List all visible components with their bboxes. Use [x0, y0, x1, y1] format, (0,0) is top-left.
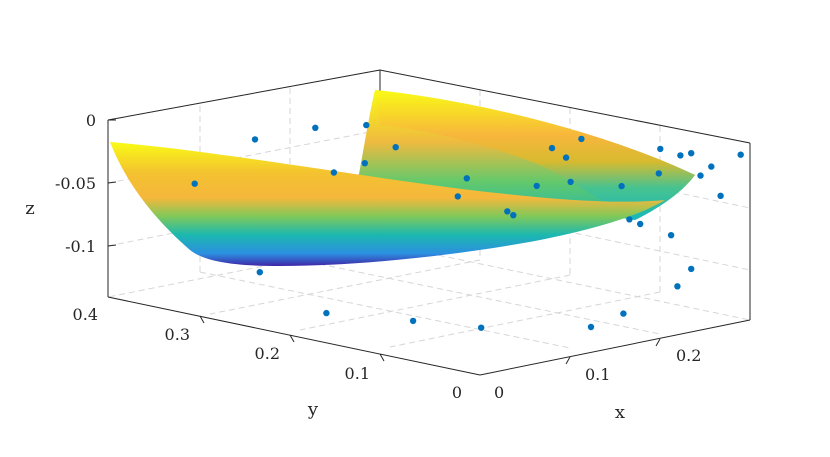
data-point [510, 212, 517, 219]
z-tick-label: -0.1 [65, 237, 96, 256]
grid-line [289, 257, 661, 335]
x-tick-label: 0 [494, 383, 504, 402]
data-point [587, 323, 595, 331]
data-point [533, 182, 540, 190]
tick-mark [199, 315, 205, 324]
z-tick-label: -0.05 [55, 174, 96, 193]
tick-marks [107, 119, 661, 365]
data-point [330, 169, 338, 176]
tick-mark [379, 353, 385, 362]
box-edge [107, 69, 381, 121]
data-point [567, 178, 574, 186]
grid-line [199, 271, 571, 349]
y-tick-label: 0.1 [345, 364, 370, 383]
data-point [251, 136, 259, 143]
data-point [463, 175, 470, 182]
data-point [618, 182, 625, 190]
data-point [312, 124, 319, 131]
data-point [620, 310, 627, 317]
z-axis-label: z [25, 198, 34, 219]
tick-mark [655, 338, 661, 347]
x-tick-label: 0.2 [676, 346, 701, 365]
surface-patch-back-top [375, 90, 695, 220]
grid-line [107, 129, 381, 184]
y-axis-label: y [307, 399, 319, 420]
data-point [717, 192, 724, 199]
z-tick-label: 0 [86, 111, 96, 130]
scatter-points [191, 121, 744, 331]
grid-line [389, 291, 661, 348]
data-point [674, 283, 681, 290]
data-point [708, 163, 715, 170]
data-point [191, 180, 198, 187]
data-point [655, 170, 662, 177]
data-point [688, 150, 695, 157]
y-tick-label: 0.2 [255, 344, 280, 363]
y-tick-label: 0.4 [73, 305, 98, 324]
data-point [688, 265, 695, 273]
data-point [697, 172, 704, 179]
data-point [677, 152, 684, 159]
axes-front [107, 120, 751, 376]
y-axis-line [107, 296, 481, 376]
data-point [409, 317, 417, 325]
data-point [256, 269, 263, 276]
y-tick-label: 0 [452, 383, 462, 402]
data-point [667, 232, 675, 239]
data-point [637, 220, 644, 228]
tick-mark [289, 334, 295, 343]
grid-line [299, 274, 571, 331]
data-point [504, 208, 511, 215]
data-point [562, 154, 570, 161]
box-edge [379, 69, 751, 144]
data-point [657, 145, 664, 153]
tick-mark [107, 244, 117, 247]
x-axis-line [479, 319, 751, 376]
data-point [478, 324, 485, 331]
tick-mark [107, 181, 117, 184]
tick-mark [565, 356, 571, 365]
surface-patch-front [110, 142, 665, 266]
data-point [578, 135, 585, 143]
x-tick-label: 0.1 [585, 365, 610, 384]
y-tick-label: 0.3 [165, 325, 190, 344]
data-point [454, 193, 461, 200]
data-point [626, 216, 633, 223]
surface [110, 90, 695, 266]
data-point [361, 160, 368, 167]
x-axis-label: x [615, 402, 625, 423]
data-point [363, 121, 370, 129]
grid-line [209, 259, 481, 315]
grid-line [107, 242, 381, 298]
data-point [392, 144, 399, 151]
grid-line [379, 242, 751, 321]
data-point [323, 309, 330, 317]
data-point [737, 151, 744, 158]
data-point [548, 144, 556, 152]
